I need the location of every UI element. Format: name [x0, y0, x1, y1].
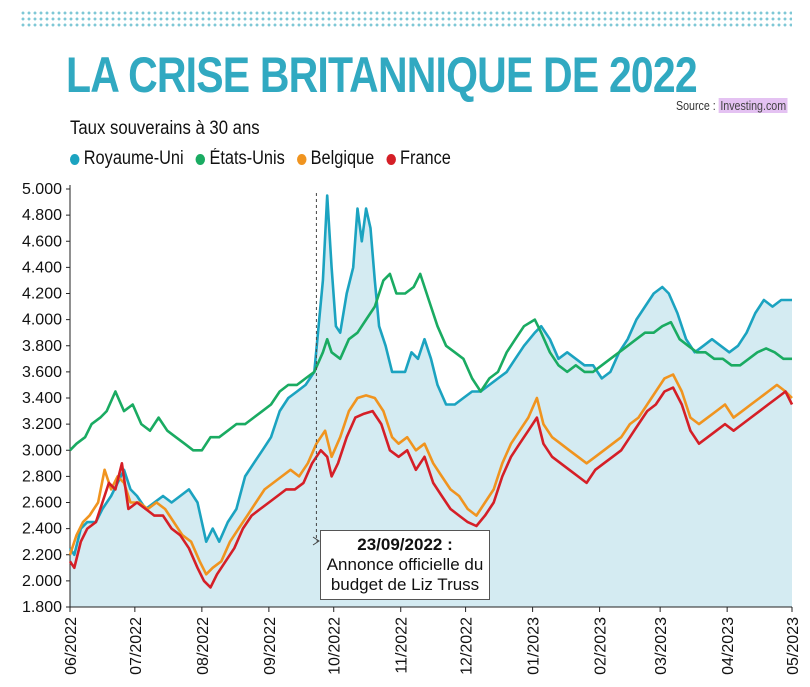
- x-tick-label: 05/2023: [785, 617, 802, 675]
- x-tick-label: 08/2022: [195, 617, 212, 675]
- source-note: Source : Investing.com: [676, 98, 788, 113]
- annotation-line-1: Annonce officielle du: [326, 555, 484, 574]
- legend-label-uk: Royaume-Uni: [83, 148, 184, 169]
- x-tick-label: 04/2023: [720, 617, 737, 675]
- series-line-be: [68, 373, 793, 576]
- x-tick-label: 11/2022: [394, 617, 411, 674]
- annotation-leader: [315, 193, 318, 542]
- y-tick-label: 2.200: [22, 547, 62, 564]
- legend-item-uk: Royaume-Uni: [70, 148, 184, 170]
- legend-dot-icon: [70, 153, 80, 165]
- legend-item-fr: France: [386, 148, 451, 170]
- legend-dot-icon: [386, 153, 396, 165]
- annotation-date: 23/09/2022 :: [357, 535, 453, 554]
- series-line-fr: [68, 386, 794, 589]
- annotation-box: 23/09/2022 : Annonce officielle du budge…: [320, 530, 490, 600]
- page-title: LA CRISE BRITANNIQUE DE 2022: [66, 47, 698, 103]
- legend-label-fr: France: [400, 148, 451, 169]
- y-tick-label: 4.200: [22, 286, 62, 303]
- series-line-uk: [68, 194, 792, 557]
- chart-subtitle: Taux souverains à 30 ans: [70, 118, 260, 139]
- y-tick-label: 4.000: [22, 312, 62, 329]
- chart-legend: Royaume-Uni États-Unis Belgique France: [70, 148, 451, 170]
- y-tick-label: 2.800: [22, 468, 62, 485]
- source-link[interactable]: Investing.com: [718, 98, 788, 113]
- y-tick-label: 1.800: [22, 599, 62, 616]
- y-tick-label: 3.800: [22, 338, 62, 355]
- y-tick-label: 4.400: [22, 259, 62, 276]
- y-tick-label: 3.600: [22, 364, 62, 381]
- y-tick-label: 2.600: [22, 495, 62, 512]
- legend-item-be: Belgique: [296, 148, 375, 170]
- x-tick-label: 01/2023: [526, 617, 543, 675]
- x-tick-label: 12/2022: [459, 617, 476, 675]
- annotation-arrow-icon: [312, 536, 320, 546]
- annotation-line-2: budget de Liz Truss: [330, 575, 480, 594]
- y-tick-label: 3.200: [22, 416, 62, 433]
- y-tick-label: 2.000: [22, 573, 62, 590]
- source-label: Source :: [676, 98, 716, 113]
- y-tick-label: 4.800: [22, 207, 62, 224]
- x-tick-label: 10/2022: [327, 617, 344, 675]
- x-tick-label: 07/2022: [128, 617, 145, 675]
- y-tick-label: 3.400: [22, 390, 62, 407]
- y-tick-label: 3.000: [22, 442, 62, 459]
- y-tick-label: 2.400: [22, 521, 62, 538]
- x-tick-label: 09/2022: [262, 617, 279, 675]
- series-line-us: [69, 272, 792, 452]
- dotted-header-band: [20, 10, 792, 28]
- legend-item-us: États-Unis: [195, 148, 285, 170]
- legend-dot-icon: [296, 153, 307, 165]
- legend-label-us: États-Unis: [209, 148, 285, 169]
- y-tick-label: 4.600: [22, 233, 62, 250]
- y-tick-label: 5.000: [22, 181, 62, 198]
- x-tick-label: 06/2022: [63, 617, 80, 675]
- x-tick-label: 02/2023: [593, 617, 610, 675]
- legend-dot-icon: [195, 153, 206, 165]
- x-tick-label: 03/2023: [653, 617, 670, 675]
- legend-label-be: Belgique: [310, 148, 375, 169]
- uk-area-fill: [70, 195, 792, 607]
